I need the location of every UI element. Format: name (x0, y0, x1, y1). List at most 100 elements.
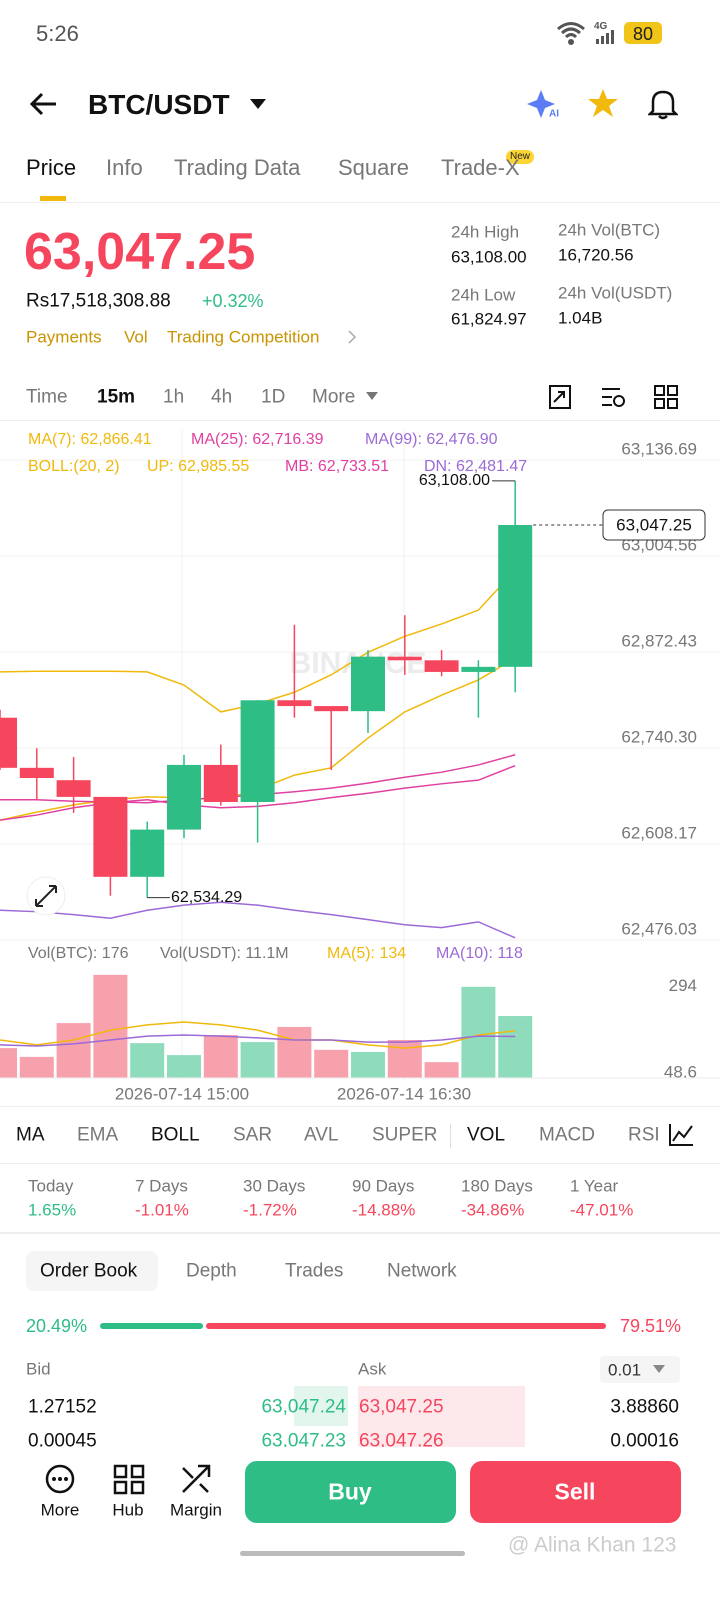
candle-body (167, 764, 201, 830)
tab[interactable]: Trading Data (174, 155, 301, 180)
precision-select[interactable] (600, 1356, 680, 1383)
candle-body (387, 656, 422, 661)
ask-ratio: 79.51% (619, 1316, 681, 1336)
divider (0, 1106, 720, 1107)
stat-label: 24h High (451, 222, 520, 242)
divider (0, 1232, 720, 1234)
ask-price: 63,047.26 (359, 1430, 444, 1448)
indicator-tab[interactable]: VOL (467, 1124, 506, 1146)
low-label: 62,534.29 (171, 889, 242, 906)
volume-label: Vol(BTC): 176 (28, 945, 129, 962)
period: 30 Days (243, 1176, 306, 1196)
nav-label[interactable]: Margin (170, 1500, 222, 1520)
volume-label: MA(5): 134 (327, 945, 407, 962)
interval[interactable]: 1D (261, 386, 286, 408)
divider (0, 420, 720, 421)
order-tab[interactable]: Depth (186, 1260, 237, 1282)
bid-price: 63,047.23 (261, 1430, 346, 1448)
qty: 1.27152 (28, 1396, 97, 1418)
last-price-box (602, 509, 706, 541)
candle-body (498, 524, 533, 667)
period-change: -1.72% (243, 1200, 297, 1220)
chart-tools[interactable] (548, 384, 678, 410)
interval[interactable]: 4h (211, 386, 233, 408)
candle-body (93, 796, 128, 877)
indicator-tab[interactable]: BOLL (151, 1124, 200, 1146)
indicator-tab[interactable]: MA (16, 1124, 45, 1146)
link[interactable]: Payments (26, 327, 102, 347)
candle-body (130, 829, 165, 877)
bottom-icons (45, 1464, 211, 1495)
bell-icon[interactable] (648, 88, 678, 120)
precision[interactable]: 0.01 (608, 1360, 642, 1380)
y-tick-label: 62,476.03 (621, 919, 697, 938)
new-badge: New (506, 150, 535, 164)
favorite-star[interactable] (587, 88, 619, 118)
indicator-tab[interactable]: SUPER (372, 1124, 438, 1146)
indicator-line (0, 569, 516, 713)
indicator-tab[interactable]: MACD (539, 1124, 595, 1146)
period-change: 1.65% (28, 1200, 77, 1220)
period-change: -47.01% (570, 1200, 634, 1220)
tab[interactable]: Price (26, 155, 77, 180)
bid-price: 63,047.24 (261, 1396, 346, 1418)
interval[interactable]: 1h (163, 386, 185, 408)
candle-body (351, 656, 385, 712)
pair-dropdown[interactable] (249, 98, 267, 110)
period: 1 Year (570, 1176, 619, 1196)
order-tab[interactable]: Order Book (40, 1260, 138, 1282)
candle-body (240, 700, 275, 802)
order-tab[interactable]: Trades (285, 1260, 344, 1282)
tab[interactable]: Square (338, 155, 409, 180)
order-tab[interactable]: Network (387, 1260, 457, 1282)
link[interactable]: Vol (124, 327, 148, 347)
qty: 0.00045 (28, 1430, 97, 1448)
indicator-tab[interactable]: AVL (304, 1124, 339, 1146)
fiat-price: Rs17,518,308.88 (26, 290, 171, 312)
indicator-settings[interactable] (668, 1123, 694, 1147)
volume-bar (498, 1016, 533, 1078)
ma-label: MA(25): 62,716.39 (191, 431, 324, 448)
stat-value: 16,720.56 (558, 245, 634, 265)
interval[interactable]: 15m (97, 386, 136, 408)
tab[interactable]: Trade-X (441, 155, 520, 180)
stat-value: 61,824.97 (451, 309, 527, 329)
ma-label: MA(99): 62,476.90 (365, 431, 498, 448)
ai-icon[interactable]: AI (527, 88, 561, 120)
indicator-tab[interactable]: RSI (628, 1124, 660, 1146)
volume-bar (240, 1042, 275, 1078)
nav-label[interactable]: Hub (112, 1500, 144, 1520)
indicator-tab[interactable]: EMA (77, 1124, 119, 1146)
tab[interactable]: Info (106, 155, 143, 180)
interval[interactable]: More (312, 386, 356, 408)
candle-body (0, 717, 17, 768)
nav-label[interactable]: More (40, 1500, 80, 1520)
y-tick-label: 62,740.30 (621, 727, 697, 746)
candle-body (56, 780, 91, 797)
back-button[interactable] (28, 90, 60, 118)
volume-bar (351, 1051, 385, 1078)
column-header: Ask (358, 1359, 387, 1379)
volume-bar (93, 974, 128, 1078)
link[interactable]: Trading Competition (167, 327, 320, 347)
buy-label[interactable]: Buy (328, 1478, 372, 1505)
sell-button[interactable] (470, 1461, 681, 1523)
volume-bar (167, 1055, 201, 1078)
last-price-label: 63,047.25 (616, 515, 692, 534)
interval[interactable]: Time (26, 386, 68, 408)
more-caret (366, 392, 378, 400)
divider (0, 1163, 720, 1164)
candle-body (203, 764, 238, 802)
tab-indicator (40, 196, 66, 201)
buy-button[interactable] (245, 1461, 456, 1523)
candle-body (277, 700, 312, 707)
pair-title[interactable]: BTC/USDT (88, 89, 230, 120)
watermark: @ Alina Khan 123 (508, 1533, 677, 1557)
volume-ma-line (0, 1034, 516, 1047)
volume-tick-label: 294 (669, 976, 697, 995)
indicator-tab[interactable]: SAR (233, 1124, 273, 1146)
period: Today (28, 1176, 74, 1196)
sell-label[interactable]: Sell (554, 1478, 596, 1505)
expand-icon (35, 885, 57, 907)
